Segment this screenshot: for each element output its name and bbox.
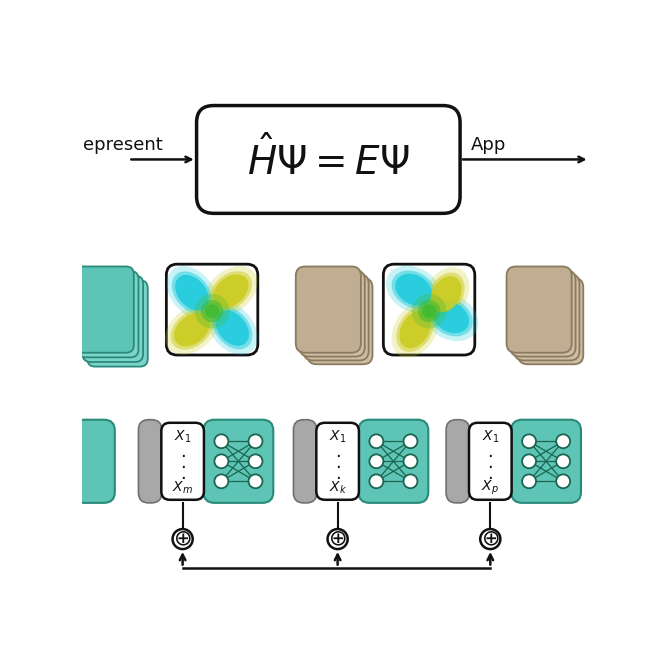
- Circle shape: [205, 304, 219, 318]
- Ellipse shape: [170, 310, 214, 350]
- Text: App: App: [471, 136, 506, 155]
- Circle shape: [248, 474, 263, 488]
- Ellipse shape: [428, 272, 464, 316]
- Circle shape: [411, 294, 447, 328]
- Text: .: .: [179, 443, 185, 461]
- Ellipse shape: [429, 298, 473, 337]
- Ellipse shape: [204, 266, 257, 316]
- Ellipse shape: [395, 274, 432, 305]
- Ellipse shape: [209, 271, 252, 311]
- Circle shape: [369, 434, 383, 448]
- Circle shape: [522, 434, 536, 448]
- Circle shape: [201, 300, 223, 322]
- Text: $\oplus$: $\oplus$: [174, 529, 192, 549]
- Ellipse shape: [175, 275, 209, 310]
- Ellipse shape: [423, 293, 478, 341]
- FancyBboxPatch shape: [518, 278, 584, 364]
- Text: $X_{m}$: $X_{m}$: [172, 479, 193, 496]
- Circle shape: [248, 455, 263, 468]
- FancyBboxPatch shape: [73, 267, 134, 353]
- Ellipse shape: [213, 274, 248, 308]
- FancyBboxPatch shape: [307, 278, 373, 364]
- Circle shape: [369, 455, 383, 468]
- Ellipse shape: [207, 301, 257, 355]
- Ellipse shape: [392, 301, 439, 358]
- FancyBboxPatch shape: [87, 280, 148, 367]
- FancyBboxPatch shape: [293, 420, 317, 503]
- Text: $X_1$: $X_1$: [329, 428, 346, 445]
- FancyBboxPatch shape: [196, 105, 460, 214]
- FancyBboxPatch shape: [78, 271, 138, 358]
- FancyBboxPatch shape: [506, 267, 572, 353]
- Circle shape: [172, 529, 193, 549]
- Circle shape: [403, 455, 417, 468]
- Ellipse shape: [167, 266, 217, 319]
- Circle shape: [369, 474, 383, 488]
- FancyBboxPatch shape: [511, 420, 581, 503]
- Circle shape: [556, 474, 570, 488]
- FancyBboxPatch shape: [358, 420, 428, 503]
- Ellipse shape: [400, 311, 431, 348]
- Text: .: .: [487, 443, 493, 461]
- Ellipse shape: [165, 305, 219, 354]
- Text: $\oplus$: $\oplus$: [328, 529, 347, 549]
- Circle shape: [480, 529, 500, 549]
- FancyBboxPatch shape: [510, 271, 576, 356]
- FancyBboxPatch shape: [514, 274, 580, 360]
- Ellipse shape: [432, 301, 469, 333]
- Text: $\oplus$: $\oplus$: [481, 529, 500, 549]
- Text: .: .: [335, 443, 341, 461]
- FancyBboxPatch shape: [383, 264, 475, 355]
- Text: .: .: [179, 464, 185, 483]
- Text: $X_{p}$: $X_{p}$: [481, 478, 499, 496]
- FancyBboxPatch shape: [446, 420, 470, 503]
- Text: .: .: [487, 464, 493, 483]
- Text: .: .: [487, 454, 493, 472]
- Circle shape: [403, 474, 417, 488]
- FancyBboxPatch shape: [83, 276, 143, 362]
- Text: $X_{k}$: $X_{k}$: [329, 479, 346, 496]
- Text: epresent: epresent: [83, 136, 163, 155]
- Text: .: .: [335, 464, 341, 483]
- Ellipse shape: [174, 313, 210, 346]
- Ellipse shape: [430, 276, 462, 312]
- Text: $\hat{H}\Psi=E\Psi$: $\hat{H}\Psi=E\Psi$: [247, 136, 409, 183]
- Circle shape: [556, 455, 570, 468]
- Circle shape: [214, 455, 229, 468]
- Text: $X_1$: $X_1$: [174, 428, 191, 445]
- Ellipse shape: [386, 266, 441, 314]
- FancyBboxPatch shape: [316, 422, 359, 500]
- Circle shape: [214, 474, 229, 488]
- Circle shape: [556, 434, 570, 448]
- FancyBboxPatch shape: [296, 267, 361, 353]
- Ellipse shape: [215, 310, 249, 346]
- Ellipse shape: [392, 271, 436, 309]
- FancyBboxPatch shape: [166, 264, 258, 355]
- FancyBboxPatch shape: [138, 420, 162, 503]
- FancyBboxPatch shape: [469, 422, 512, 500]
- FancyBboxPatch shape: [161, 422, 204, 500]
- Circle shape: [328, 529, 348, 549]
- Text: .: .: [179, 454, 185, 472]
- Circle shape: [522, 474, 536, 488]
- FancyBboxPatch shape: [299, 271, 365, 356]
- Ellipse shape: [212, 307, 252, 349]
- Ellipse shape: [423, 267, 470, 322]
- FancyBboxPatch shape: [303, 274, 369, 360]
- Circle shape: [418, 300, 440, 322]
- Circle shape: [195, 294, 229, 328]
- FancyBboxPatch shape: [72, 420, 115, 503]
- Text: $X_1$: $X_1$: [481, 428, 499, 445]
- Circle shape: [403, 434, 417, 448]
- Ellipse shape: [396, 307, 434, 352]
- Circle shape: [422, 304, 436, 318]
- Circle shape: [522, 455, 536, 468]
- Circle shape: [214, 434, 229, 448]
- Ellipse shape: [172, 271, 212, 314]
- Text: .: .: [335, 454, 341, 472]
- FancyBboxPatch shape: [204, 420, 273, 503]
- Circle shape: [248, 434, 263, 448]
